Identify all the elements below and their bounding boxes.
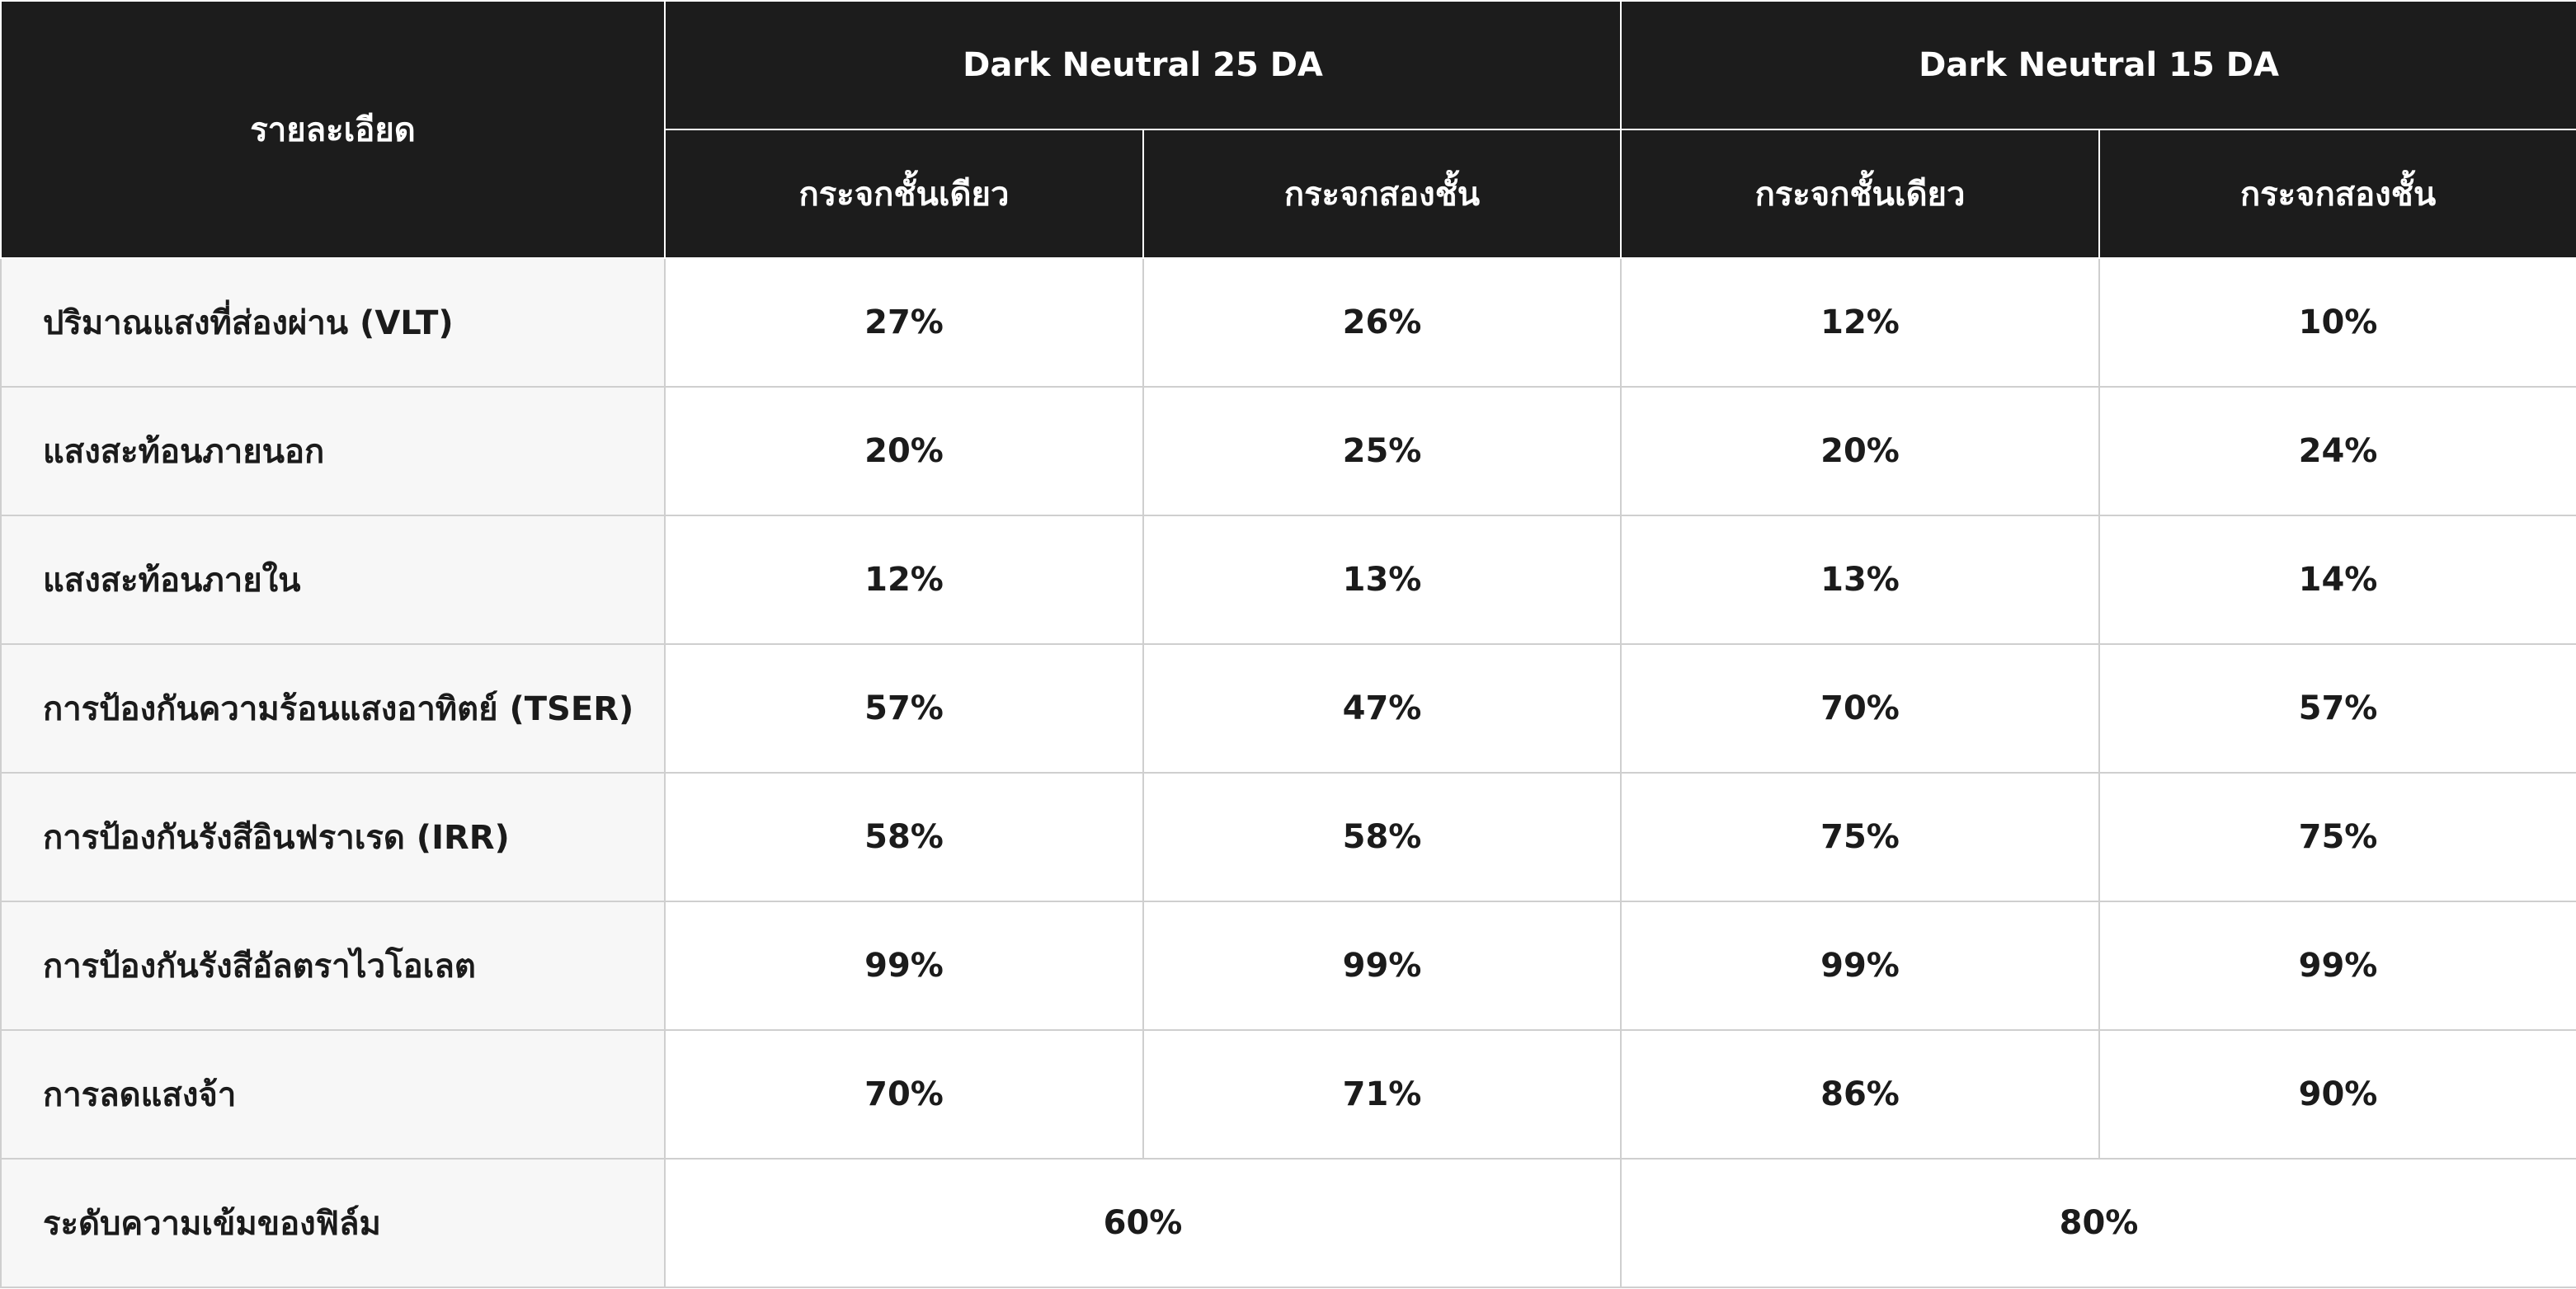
cell-value: 75% <box>2098 772 2576 902</box>
sub-header: กระจกสองชั้น <box>2098 129 2576 259</box>
cell-value: 86% <box>1620 1029 2101 1160</box>
row-label: การป้องกันรังสีอัลตราไวโอเลต <box>0 901 666 1031</box>
cell-value: 24% <box>2098 386 2576 516</box>
cell-value: 47% <box>1142 643 1622 774</box>
row-label: การลดแสงจ้า <box>0 1029 666 1160</box>
data-row: แสงสะท้อนภายใน 12% 13% 13% 14% <box>0 515 2576 645</box>
row-label: ปริมาณแสงที่ส่องผ่าน (VLT) <box>0 257 666 388</box>
table-body: ปริมาณแสงที่ส่องผ่าน (VLT) 27% 26% 12% 10% แส… <box>0 257 2576 1288</box>
footer-row: ระดับความเข้มของฟิล์ม 60% 80% <box>0 1158 2576 1288</box>
cell-value: 99% <box>664 901 1144 1031</box>
cell-value: 99% <box>1142 901 1622 1031</box>
cell-value: 25% <box>1142 386 1622 516</box>
data-row: แสงสะท้อนภายนอก 20% 25% 20% 24% <box>0 386 2576 516</box>
row-label: การป้องกันความร้อนแสงอาทิตย์ (TSER) <box>0 643 666 774</box>
subheader-row: กระจกชั้นเดียว กระจกสองชั้น กระจกชั้นเดียว… <box>1 129 2576 259</box>
cell-value: 70% <box>664 1029 1144 1160</box>
table-head: รายละเอียด Dark Neutral 25 DA Dark Neutra… <box>0 0 2576 259</box>
data-row: การป้องกันรังสีอัลตราไวโอเลต 99% 99% 99% 99% <box>0 901 2576 1031</box>
sub-header: กระจกชั้นเดียว <box>664 129 1144 259</box>
cell-value: 20% <box>1620 386 2101 516</box>
sub-header: กระจกสองชั้น <box>1142 129 1622 259</box>
data-row: การป้องกันความร้อนแสงอาทิตย์ (TSER) 57% 47… <box>0 643 2576 774</box>
row-label: ระดับความเข้มของฟิล์ม <box>0 1158 666 1288</box>
data-row: การป้องกันรังสีอินฟราเรด (IRR) 58% 58% 75% 7… <box>0 772 2576 902</box>
cell-value: 12% <box>1620 257 2101 388</box>
cell-value: 99% <box>1620 901 2101 1031</box>
cell-value: 12% <box>664 515 1144 645</box>
row-label: การป้องกันรังสีอินฟราเรด (IRR) <box>0 772 666 902</box>
cell-value: 58% <box>664 772 1144 902</box>
data-row: การลดแสงจ้า 70% 71% 86% 90% <box>0 1029 2576 1160</box>
row-label: แสงสะท้อนภายนอก <box>0 386 666 516</box>
cell-value: 58% <box>1142 772 1622 902</box>
cell-value: 57% <box>664 643 1144 774</box>
group-header: Dark Neutral 15 DA <box>1620 0 2576 130</box>
cell-value: 13% <box>1620 515 2101 645</box>
cell-value: 70% <box>1620 643 2101 774</box>
cell-value: 60% <box>663 1158 1622 1288</box>
cell-value: 26% <box>1142 257 1622 388</box>
group-header: Dark Neutral 25 DA <box>663 0 1622 130</box>
cell-value: 10% <box>2098 257 2576 388</box>
cell-value: 20% <box>664 386 1144 516</box>
cell-value: 27% <box>664 257 1144 388</box>
cell-value: 71% <box>1142 1029 1622 1160</box>
cell-value: 13% <box>1142 515 1622 645</box>
cell-value: 14% <box>2098 515 2576 645</box>
data-row: ปริมาณแสงที่ส่องผ่าน (VLT) 27% 26% 12% 10% <box>0 257 2576 388</box>
header-row: รายละเอียด Dark Neutral 25 DA Dark Neutra… <box>0 0 2576 259</box>
cell-value: 80% <box>1620 1158 2576 1288</box>
cell-value: 57% <box>2098 643 2576 774</box>
cell-value: 90% <box>2098 1029 2576 1160</box>
sub-header: กระจกชั้นเดียว <box>1620 129 2101 259</box>
cell-value: 75% <box>1620 772 2101 902</box>
row-label: แสงสะท้อนภายใน <box>0 515 666 645</box>
corner-header: รายละเอียด <box>0 0 666 259</box>
cell-value: 99% <box>2098 901 2576 1031</box>
